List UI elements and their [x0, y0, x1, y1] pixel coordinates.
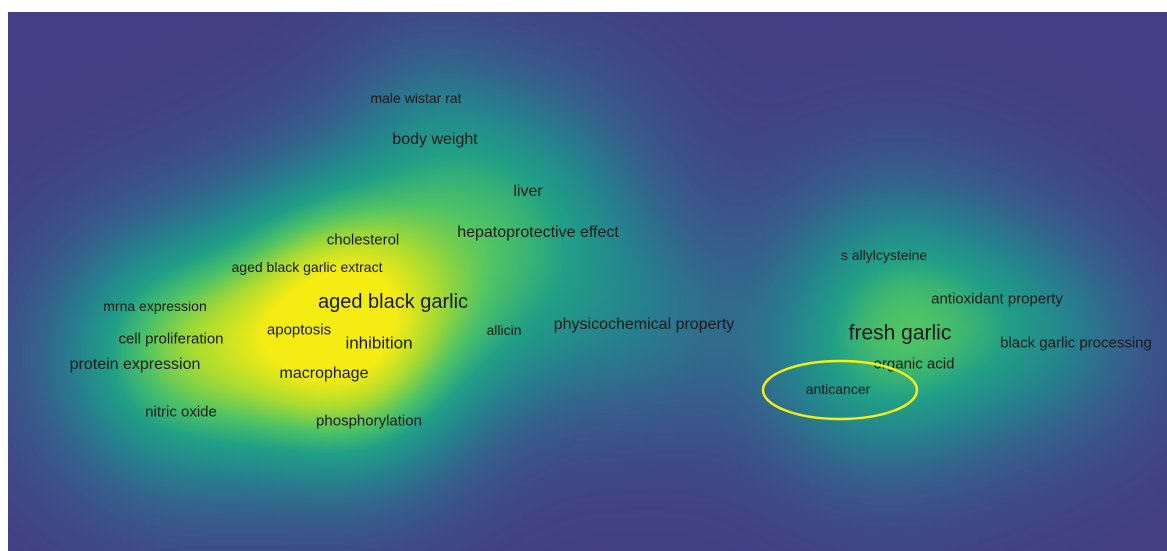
density-heatmap	[8, 12, 1167, 551]
term-label-s-allylcysteine: s allylcysteine	[840, 247, 928, 263]
term-label-phosphorylation: phosphorylation	[316, 412, 422, 430]
keyword-density-map: male wistar rat body weight liver cholester…	[8, 12, 1167, 551]
term-label-body-weight: body weight	[392, 131, 478, 148]
term-label-black-garlic-processing: black garlic processing	[1000, 334, 1152, 352]
term-label-cell-proliferation: cell proliferation	[118, 330, 224, 348]
term-label-male-wistar-rat: male wistar rat	[370, 90, 462, 106]
term-label-inhibition: inhibition	[345, 333, 413, 353]
term-label-hepatoprotective-effect: hepatoprotective effect	[457, 224, 619, 241]
term-label-mrna-expression: mrna expression	[103, 298, 207, 314]
term-label-liver: liver	[513, 183, 543, 200]
term-label-organic-acid: organic acid	[873, 355, 955, 373]
term-label-allicin: allicin	[486, 322, 522, 338]
term-label-macrophage: macrophage	[279, 365, 369, 382]
term-label-fresh-garlic: fresh garlic	[848, 321, 952, 345]
term-label-anticancer: anticancer	[805, 381, 871, 397]
term-label-physicochemical-property: physicochemical property	[553, 316, 735, 333]
term-label-protein-expression: protein expression	[69, 356, 201, 373]
term-label-aged-black-garlic: aged black garlic	[317, 291, 469, 313]
term-label-antioxidant-property: antioxidant property	[931, 290, 1063, 308]
term-label-cholesterol: cholesterol	[326, 231, 400, 249]
term-label-nitric-oxide: nitric oxide	[145, 403, 217, 421]
term-label-apoptosis: apoptosis	[266, 321, 332, 339]
term-label-aged-black-garlic-extract: aged black garlic extract	[231, 259, 383, 275]
